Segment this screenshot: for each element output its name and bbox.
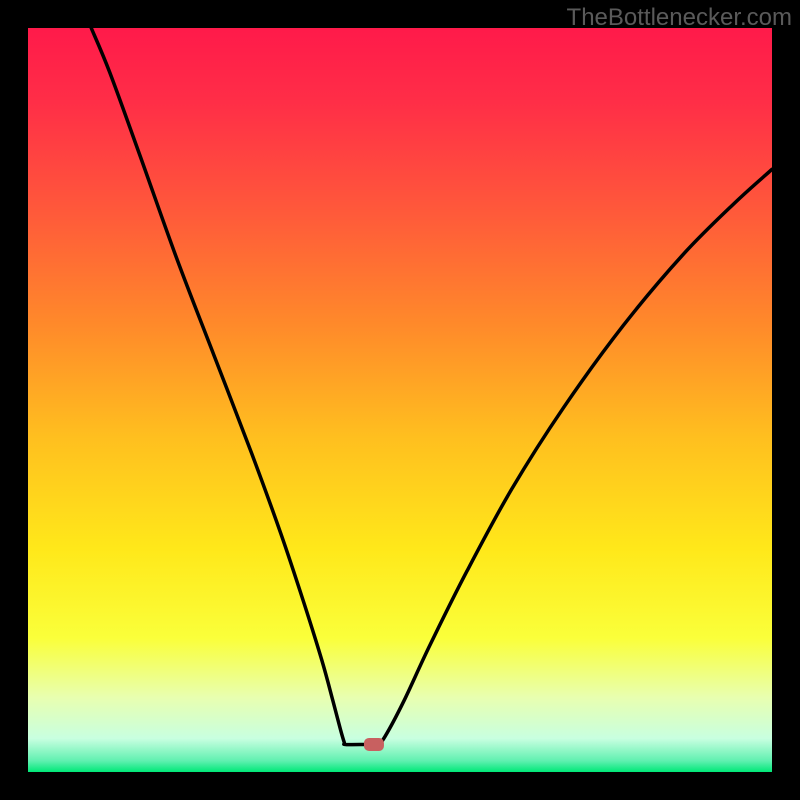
chart-stage: TheBottlenecker.com: [0, 0, 800, 800]
plot-svg: [0, 0, 800, 800]
plot-area: [28, 28, 772, 772]
watermark-text: TheBottlenecker.com: [567, 4, 792, 32]
gradient-background: [28, 28, 772, 772]
minimum-marker: [364, 738, 384, 751]
